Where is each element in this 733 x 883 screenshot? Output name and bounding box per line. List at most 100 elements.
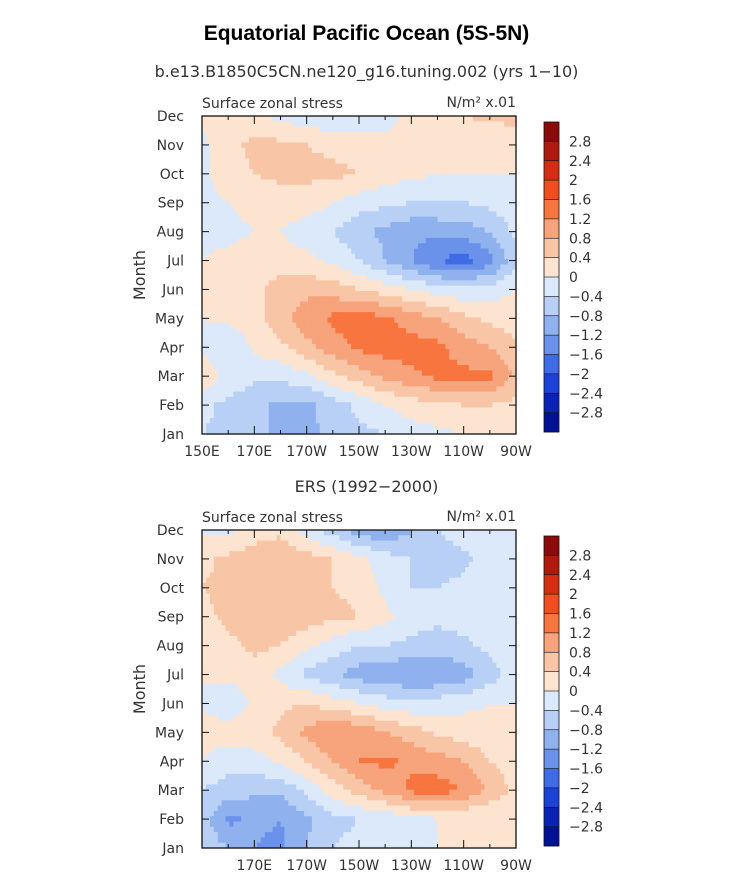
heatmap-cell (213, 359, 219, 366)
heatmap-cell (445, 142, 450, 149)
heatmap-cell (433, 301, 439, 308)
heatmap-cell (390, 275, 395, 281)
heatmap-cell (241, 222, 246, 228)
heatmap-cell (421, 338, 427, 345)
heatmap-cell (457, 232, 462, 239)
heatmap-cell (468, 381, 474, 387)
heatmap-cell (327, 312, 333, 318)
heatmap-cell (339, 391, 344, 398)
heatmap-cell (249, 216, 254, 223)
heatmap-cell (233, 290, 238, 297)
heatmap-cell (504, 195, 509, 202)
heatmap-cell (504, 359, 509, 366)
heatmap-cell (453, 530, 458, 536)
heatmap-cell (225, 237, 231, 244)
heatmap-cell (492, 402, 497, 409)
heatmap-cell (374, 428, 380, 435)
heatmap-cell (335, 169, 340, 175)
heatmap-cell (347, 396, 352, 403)
heatmap-cell (355, 301, 360, 308)
heatmap-cell (386, 131, 391, 138)
heatmap-cell (256, 269, 262, 276)
heatmap-cell (268, 121, 274, 128)
heatmap-cell (476, 301, 482, 308)
heatmap-cell (202, 248, 207, 255)
heatmap-cell (504, 174, 509, 181)
heatmap-cell (461, 137, 466, 144)
heatmap-cell (370, 211, 376, 218)
heatmap-cell (410, 131, 415, 138)
heatmap-cell (225, 169, 231, 175)
heatmap-cell (457, 158, 462, 165)
heatmap-cell (296, 237, 301, 244)
heatmap-cell (441, 275, 446, 281)
heatmap-cell (205, 147, 211, 154)
heatmap-cell (390, 227, 395, 234)
heatmap-cell (378, 126, 384, 133)
heatmap-cell (410, 322, 415, 329)
heatmap-cell (496, 137, 501, 144)
heatmap-cell (512, 222, 517, 228)
heatmap-cell (304, 269, 309, 276)
heatmap-cell (288, 423, 293, 430)
heatmap-cell (272, 312, 278, 318)
heatmap-cell (488, 391, 494, 398)
heatmap-cell (213, 407, 219, 414)
heatmap-cell (217, 200, 223, 207)
heatmap-cell (500, 253, 505, 260)
heatmap-cell (453, 280, 458, 287)
heatmap-cell (217, 232, 223, 239)
heatmap-cell (323, 312, 329, 318)
heatmap-cell (496, 418, 501, 424)
heatmap-cell (245, 354, 250, 361)
heatmap-cell (366, 306, 372, 313)
heatmap-cell (296, 131, 301, 138)
heatmap-cell (319, 296, 325, 303)
heatmap-cell (437, 179, 443, 186)
heatmap-cell (253, 322, 258, 329)
heatmap-cell (205, 333, 211, 340)
heatmap-cell (205, 237, 211, 244)
heatmap-cell (378, 232, 384, 239)
heatmap-cell (307, 396, 313, 403)
heatmap-cell (233, 375, 238, 382)
heatmap-cell (221, 253, 227, 260)
heatmap-cell (202, 306, 207, 313)
heatmap-cell (296, 530, 301, 536)
heatmap-cell (425, 259, 431, 265)
heatmap-cell (429, 418, 435, 424)
heatmap-cell (272, 248, 278, 255)
heatmap-cell (449, 386, 454, 393)
heatmap-cell (402, 428, 407, 435)
heatmap-cell (264, 391, 270, 398)
heatmap-cell (457, 131, 462, 138)
heatmap-cell (296, 227, 301, 234)
heatmap-cell (492, 312, 497, 318)
heatmap-cell (512, 328, 517, 334)
heatmap-cell (433, 322, 439, 329)
heatmap-cell (386, 179, 391, 186)
heatmap-cell (390, 174, 395, 181)
heatmap-cell (394, 365, 399, 371)
heatmap-cell (378, 211, 384, 218)
heatmap-cell (288, 412, 293, 419)
heatmap-field (202, 116, 517, 435)
heatmap-cell (229, 317, 234, 324)
heatmap-cell (425, 343, 431, 350)
heatmap-cell (296, 147, 301, 154)
heatmap-cell (359, 253, 364, 260)
heatmap-cell (347, 121, 352, 128)
heatmap-cell (378, 285, 384, 292)
heatmap-cell (359, 285, 364, 292)
heatmap-cell (410, 381, 415, 387)
heatmap-cell (292, 222, 297, 228)
heatmap-cell (488, 296, 494, 303)
heatmap-cell (229, 407, 234, 414)
heatmap-cell (256, 370, 262, 377)
heatmap-cell (304, 280, 309, 287)
heatmap-cell (425, 222, 431, 228)
heatmap-cell (402, 301, 407, 308)
heatmap-cell (386, 153, 391, 159)
heatmap-cell (307, 232, 313, 239)
heatmap-cell (378, 116, 384, 122)
